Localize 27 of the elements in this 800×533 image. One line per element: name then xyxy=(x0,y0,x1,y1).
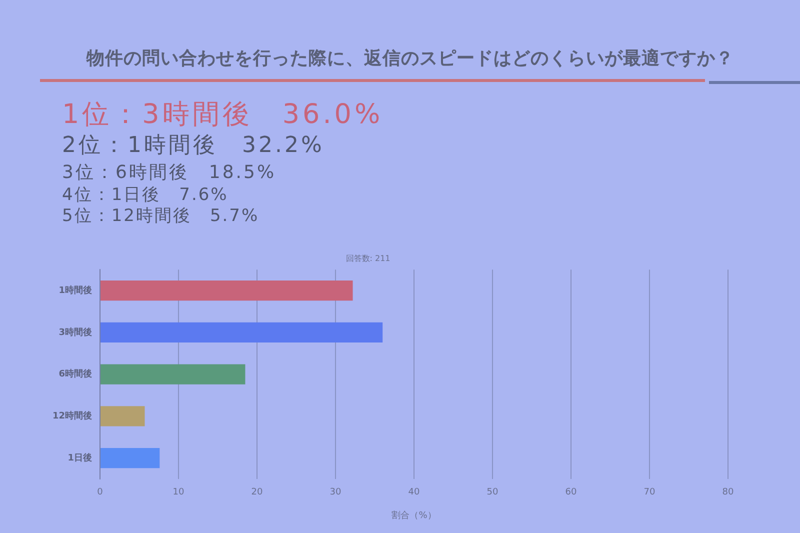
y-tick-label: 3時間後 xyxy=(58,326,93,338)
x-tick-label: 20 xyxy=(251,488,263,498)
x-tick-label: 80 xyxy=(722,488,734,498)
x-tick-label: 60 xyxy=(565,488,577,498)
x-tick-label: 70 xyxy=(644,488,656,498)
chart-title: 物件の問い合わせを行った際に、返信のスピードはどのくらいが最適ですか？ xyxy=(85,48,735,70)
bar xyxy=(100,406,145,426)
x-tick-label: 0 xyxy=(97,488,104,498)
y-tick-label: 1日後 xyxy=(68,452,93,464)
bar xyxy=(100,280,353,301)
y-tick-label: 1時間後 xyxy=(58,284,93,296)
x-tick-label: 30 xyxy=(330,488,342,498)
text: 2位：1時間後 32.2% xyxy=(62,133,324,158)
x-tick-label: 40 xyxy=(408,488,420,498)
text: 3位：6時間後 18.5% xyxy=(62,162,276,183)
x-tick-label: 10 xyxy=(172,488,184,498)
y-tick-label: 12時間後 xyxy=(52,410,93,422)
text: 5位：12時間後 5.7% xyxy=(62,206,260,226)
bar xyxy=(100,322,383,342)
text: 4位：1日後 7.6% xyxy=(62,185,228,205)
bar xyxy=(100,364,246,384)
bar xyxy=(100,448,160,468)
y-tick-label: 6時間後 xyxy=(58,368,93,380)
x-axis-title: 割合（%） xyxy=(392,510,436,521)
text: 1位：3時間後 36.0% xyxy=(62,99,384,130)
x-tick-label: 50 xyxy=(486,488,498,498)
chart-subtitle: 回答数: 211 xyxy=(346,254,390,263)
